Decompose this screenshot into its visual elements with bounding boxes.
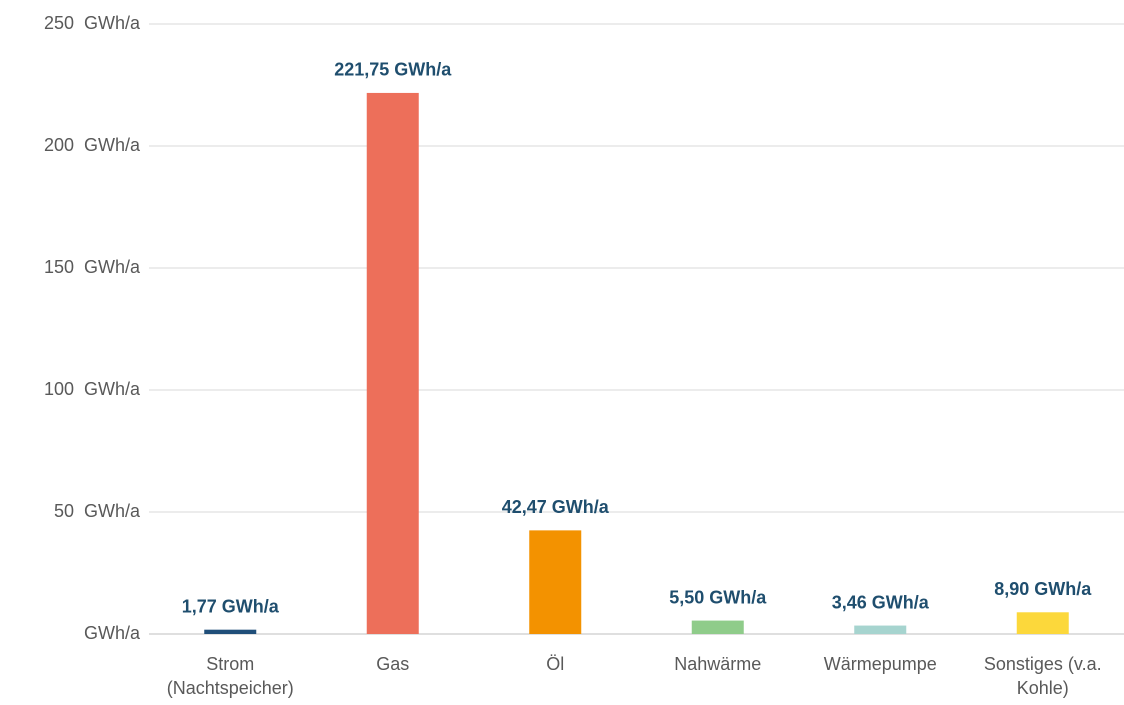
y-tick-label: 150 GWh/a bbox=[44, 257, 141, 277]
y-tick-label: 50 GWh/a bbox=[54, 501, 141, 521]
value-label: 221,75 GWh/a bbox=[334, 60, 452, 80]
value-label: 1,77 GWh/a bbox=[182, 596, 280, 616]
bar bbox=[204, 629, 257, 634]
bar bbox=[1016, 612, 1069, 634]
x-tick-label: Nahwärme bbox=[674, 654, 762, 674]
value-label: 8,90 GWh/a bbox=[994, 579, 1092, 599]
bar bbox=[529, 530, 582, 634]
y-tick-label: 200 GWh/a bbox=[44, 135, 141, 155]
x-tick-label: Wärmepumpe bbox=[823, 654, 937, 674]
value-label: 3,46 GWh/a bbox=[832, 592, 930, 612]
y-tick-label: GWh/a bbox=[84, 623, 141, 643]
x-tick-label: Sonstiges (v.a. Kohle) bbox=[983, 654, 1102, 698]
x-tick-label: Gas bbox=[376, 654, 410, 674]
x-tick-label: Strom (Nachtspeicher) bbox=[166, 654, 294, 698]
y-tick-label: 250 GWh/a bbox=[44, 13, 141, 33]
value-label: 42,47 GWh/a bbox=[502, 497, 610, 517]
x-tick-label: Öl bbox=[546, 654, 565, 674]
value-label: 5,50 GWh/a bbox=[669, 587, 767, 607]
bar bbox=[366, 92, 419, 635]
y-tick-label: 100 GWh/a bbox=[44, 379, 141, 399]
bar bbox=[854, 625, 907, 634]
bar bbox=[691, 620, 744, 634]
